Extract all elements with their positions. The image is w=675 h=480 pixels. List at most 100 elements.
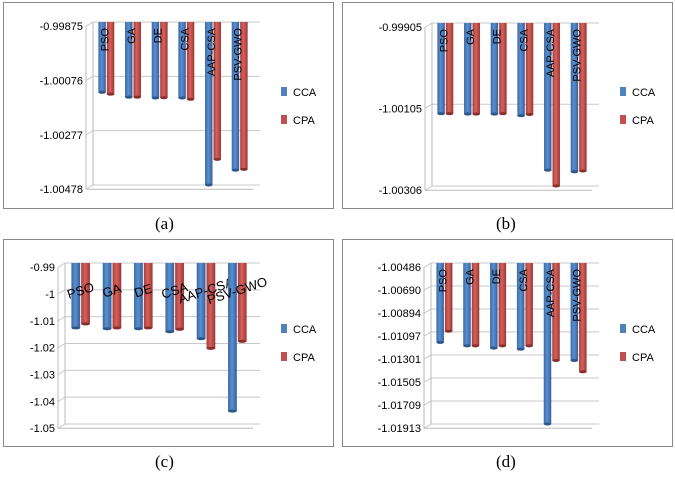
bar-cca: [570, 263, 579, 361]
bar-cca: [517, 23, 525, 116]
bar-cap: [178, 96, 186, 100]
bar-cca: [543, 263, 552, 424]
bar-cpa: [499, 23, 507, 114]
bar-cap: [444, 329, 453, 333]
bar-cca: [436, 263, 444, 343]
bar-cca: [71, 263, 81, 328]
bar-cca: [98, 22, 106, 93]
bar-cap: [471, 344, 480, 348]
bar-cap: [436, 340, 444, 344]
legend-swatch-cpa: [281, 115, 287, 124]
category-label: DE: [491, 269, 503, 284]
gridline-depth: [57, 423, 66, 429]
bar-cpa: [240, 22, 248, 170]
bar-cpa: [175, 263, 184, 330]
gridline-depth: [423, 331, 432, 337]
bar-cca: [228, 263, 237, 412]
panel-label-d: (d): [496, 452, 516, 471]
bar-cap: [570, 358, 579, 362]
panel-label-b: (b): [496, 214, 516, 233]
bar-cpa: [186, 22, 195, 100]
legend-label-cpa: CPA: [632, 352, 654, 364]
chart-panel-a: -0.99875 -1.00076 -1.00277 -1.00478 PSO GA DE C…: [3, 2, 334, 209]
bar-cap: [490, 112, 499, 116]
bar-cpa: [206, 263, 216, 349]
y-tick-label: -1.00076: [40, 76, 83, 88]
y-tick-label: -1.00478: [40, 184, 83, 196]
y-tick-label: -1.01: [30, 316, 55, 328]
bar-cap: [112, 326, 122, 330]
y-tick-label: -1.01505: [378, 377, 421, 389]
y-tick-label: -1.01301: [378, 354, 421, 366]
gridline-depth: [423, 400, 432, 406]
bar-cca: [437, 23, 445, 114]
bar-cap: [165, 330, 175, 334]
category-label: PSO: [99, 28, 111, 52]
y-tick-label: -1.01709: [378, 400, 421, 412]
bar-cap: [228, 409, 237, 413]
bar-cap: [437, 112, 445, 116]
bar-cca: [178, 22, 186, 98]
bar-cca: [490, 23, 499, 115]
gridline-depth: [423, 285, 432, 291]
gridline-depth: [423, 262, 432, 268]
bar-cap: [125, 95, 133, 99]
category-label: CSA: [179, 27, 191, 50]
bar-cap: [143, 326, 153, 330]
bar-cpa: [160, 22, 168, 98]
category-label: GA: [126, 27, 138, 44]
gridline-depth: [423, 423, 432, 429]
y-tick-label: -1.00105: [379, 103, 422, 115]
gridline-depth: [423, 377, 432, 383]
panel-label-a: (a): [155, 214, 174, 233]
category-label: PSO: [438, 29, 450, 53]
bar-cap: [196, 337, 206, 341]
gridline-depth: [424, 185, 433, 191]
gridline-depth: [424, 22, 433, 28]
gridline-depth: [85, 184, 94, 190]
bar-cca: [102, 263, 112, 329]
category-label: AAP-CSA: [545, 268, 557, 317]
bar-cpa: [472, 23, 480, 115]
y-tick-label: -1.05: [30, 423, 55, 435]
gridline-depth: [57, 262, 66, 268]
bar-cca: [125, 22, 133, 98]
category-label: GA: [465, 28, 477, 45]
bar-cpa: [237, 263, 247, 342]
gridline-depth: [57, 289, 66, 295]
bar-cca: [516, 263, 525, 350]
bar-cap: [490, 346, 498, 350]
y-tick-label: -1.04: [30, 396, 55, 408]
bar-cap: [544, 168, 552, 172]
y-tick-label: -0.99875: [40, 21, 83, 33]
legend-label-cca: CCA: [293, 87, 317, 99]
category-label: PSV-GWO: [233, 28, 245, 81]
y-tick-label: -1: [45, 289, 55, 301]
bar-cap: [133, 95, 141, 99]
bar-cap: [472, 112, 480, 116]
bar-cap: [517, 114, 525, 118]
chart-panel-d: -1.00486 -1.00690 -1.00894 -1.01097 -1.01301…: [342, 239, 673, 447]
panel-label-c: (c): [155, 452, 174, 471]
bar-cap: [205, 183, 213, 187]
bar-cca: [134, 263, 143, 329]
y-tick-label: -1.02: [30, 343, 55, 355]
category-label: DE: [153, 28, 165, 43]
bar-cap: [579, 169, 587, 173]
bar-cap: [98, 90, 106, 94]
gridline-depth: [57, 343, 66, 349]
bar-cap: [543, 422, 552, 426]
category-label: DE: [132, 281, 154, 301]
bar-cca: [570, 23, 579, 172]
bar-cap: [570, 170, 579, 174]
y-tick-label: -1.00894: [378, 308, 421, 320]
gridline-depth: [424, 103, 433, 109]
bar-cca: [165, 263, 175, 332]
category-label: GA: [464, 268, 476, 285]
bar-cap: [516, 347, 525, 351]
legend-label-cpa: CPA: [293, 115, 315, 127]
category-label: PSV-GWO: [572, 29, 584, 82]
legend-swatch-cca: [620, 87, 626, 96]
